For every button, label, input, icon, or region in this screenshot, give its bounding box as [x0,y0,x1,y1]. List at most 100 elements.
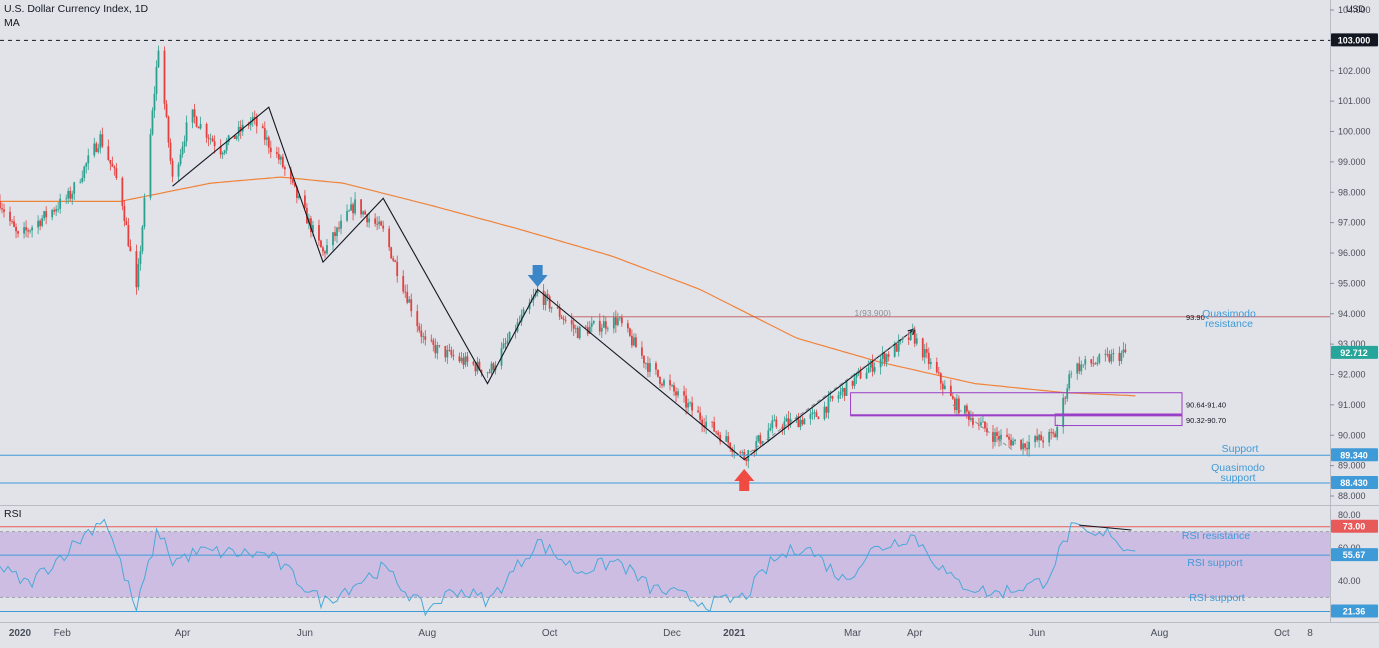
candle-body [17,231,19,234]
candle-body [135,251,138,288]
candle-body [179,154,182,165]
candle-body [504,343,507,345]
candle-body [416,311,419,327]
candle-body [733,451,736,453]
badge-last-price: 92.712 [1340,348,1368,358]
rsi-support-label-2: RSI support [1189,592,1245,604]
candle-body [225,142,228,151]
candle-body [3,209,5,212]
candle-body [422,336,425,338]
candle-body [895,344,898,352]
candle-body [1096,362,1099,364]
candle-body [841,388,844,392]
candle-body [448,349,451,351]
candle-body [378,221,381,225]
candle-body [181,146,184,155]
y-tick-label: 101.000 [1338,96,1371,106]
candle-body [859,371,862,379]
candle-body [759,435,762,444]
y-tick-label: 93.000 [1338,339,1366,349]
candle-body [474,364,477,372]
candle-body [799,419,802,428]
candle-body [283,167,286,170]
candle-body [939,373,942,384]
candle-body [153,93,156,111]
candle-body [600,327,603,332]
candle-body [388,228,391,248]
rsi-divergence-line[interactable] [1079,524,1132,531]
candle-body [809,414,812,419]
candle-body [831,396,834,399]
candle-body [1010,439,1012,446]
candle-body [1036,436,1039,441]
candle-body [163,50,166,104]
candle-body [211,138,214,142]
candle-body [346,210,348,221]
fib-level-label: 1(93.900) [855,308,892,318]
candle-body [915,338,918,344]
candle-body [797,417,800,428]
candle-body [436,345,439,354]
candle-body [602,321,605,328]
candle-body [113,166,116,169]
candle-body [177,164,180,177]
candle-body [376,223,379,225]
candle-body [420,330,423,337]
candle-body [1108,354,1111,362]
y-tick-label: 97.000 [1338,218,1366,228]
y-tick-label: 89.000 [1338,461,1366,471]
candle-body [101,134,104,147]
candle-body [83,166,86,178]
candle-body [675,391,677,396]
rsi-band [0,531,1330,598]
candle-body [795,417,798,419]
candle-body [909,330,912,340]
candle-body [626,323,629,329]
candle-body [929,361,932,365]
candle-body [598,320,601,332]
candle-body [556,307,559,309]
candle-body [199,123,202,129]
candle-body [1012,440,1014,446]
candle-body [522,309,525,315]
candle-body [205,123,208,138]
candle-body [488,372,491,374]
candle-body [775,419,778,427]
candle-body [937,372,940,374]
candle-body [659,376,661,384]
candle-body [649,363,651,372]
zone-box-2[interactable] [1054,413,1183,427]
rsi-line [0,518,1136,617]
candle-body [705,421,708,428]
y-tick-label: 99.000 [1338,157,1366,167]
candle-body [881,353,884,360]
candle-body [753,450,756,452]
indicator-label[interactable]: MA [4,17,20,29]
candle-body [396,261,399,277]
candle-body [865,372,868,379]
candle-body [1122,349,1125,353]
candle-body [109,159,112,164]
candle-body [883,353,886,363]
candle-body [867,367,870,373]
candle-body [729,442,732,449]
candle-body [289,169,292,180]
x-tick-label: Dec [663,628,681,639]
x-tick-label: 2020 [9,628,32,639]
candle-body [221,152,224,155]
candle-body [755,440,758,452]
candle-body [560,316,563,319]
candle-body [719,434,722,442]
candle-body [219,146,222,155]
candle-body [45,211,48,218]
zigzag-pattern[interactable] [172,106,916,461]
candle-body [992,432,994,442]
candle-body [213,141,216,147]
candle-body [360,199,362,215]
candle-body [957,398,960,414]
candle-body [1040,434,1043,441]
rsi-pane-title[interactable]: RSI [4,508,22,520]
candle-body [506,340,509,344]
candle-body [1090,359,1093,364]
